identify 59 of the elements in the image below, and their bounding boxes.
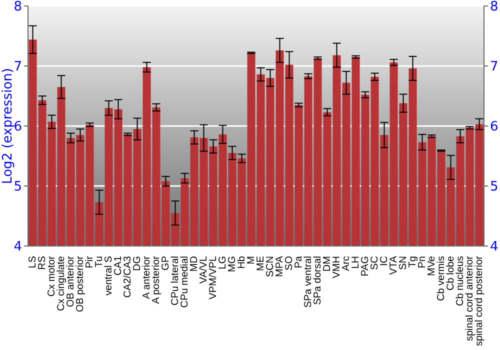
x-tick-label: GP bbox=[160, 256, 172, 270]
x-tick-label: Arc bbox=[340, 256, 352, 271]
x-tick-label: Cx motor bbox=[46, 255, 58, 297]
y2-tick-label: 4 bbox=[490, 240, 498, 255]
x-tick-label: MG bbox=[226, 256, 238, 272]
x-tick-label: CPu medial bbox=[179, 256, 190, 308]
x-tick-label: DM bbox=[322, 256, 333, 272]
x-tick-label: MPA bbox=[274, 256, 286, 277]
x-tick-label: Hb bbox=[236, 256, 248, 269]
x-tick-label: LS bbox=[27, 256, 38, 268]
x-tick-label: LH bbox=[350, 256, 362, 269]
x-tick-label: Tg bbox=[407, 256, 418, 268]
y-tick-label: 5 bbox=[14, 180, 22, 195]
y2-tick-label: 5 bbox=[490, 180, 498, 195]
x-tick-label: VTA bbox=[388, 256, 400, 275]
x-tick-label: ME bbox=[255, 256, 266, 271]
x-tick-label: IC bbox=[378, 256, 390, 266]
x-tick-label: SO bbox=[284, 256, 295, 270]
x-tick-label: SN bbox=[398, 256, 409, 270]
x-tick-label: CPu lateral bbox=[170, 256, 181, 306]
x-tick-label: LG bbox=[217, 256, 228, 270]
y2-tick-label: 7 bbox=[490, 60, 498, 75]
y2-tick-label: 8 bbox=[490, 0, 498, 15]
x-tick-label: Tu bbox=[94, 256, 105, 268]
x-tick-label: Pir bbox=[84, 255, 96, 268]
x-tick-label: A anterior bbox=[141, 255, 152, 299]
x-tick-label: PAG bbox=[360, 256, 371, 276]
x-tick-label: Cb nucleus bbox=[454, 256, 466, 306]
x-tick-label: SPa dorsal bbox=[312, 256, 324, 305]
y-tick-label: 6 bbox=[14, 120, 22, 135]
x-tick-label: CA2/CA3 bbox=[122, 256, 134, 298]
x-tick-label: spinal cord anterior bbox=[464, 255, 476, 342]
x-tick-label: SC bbox=[369, 256, 380, 270]
x-tick-label: CA1 bbox=[112, 256, 124, 276]
x-tick-label: Cx cingulate bbox=[56, 256, 67, 312]
x-tick-label: MVe bbox=[426, 256, 438, 276]
y2-tick-label: 6 bbox=[490, 120, 498, 135]
x-tick-label: Cb vermis bbox=[436, 256, 447, 302]
x-tick-label: VPM/VPL bbox=[208, 256, 219, 300]
x-tick-label: RS bbox=[36, 256, 48, 270]
x-tick-label: M bbox=[246, 256, 257, 264]
y-tick-label: 7 bbox=[14, 60, 22, 75]
x-tick-label: Pn bbox=[416, 256, 428, 268]
x-tick-label: VMH bbox=[331, 256, 342, 278]
x-tick-label: OB anterior bbox=[65, 255, 76, 308]
x-tick-label: VA/VL bbox=[198, 256, 210, 284]
x-tick-label: SPa ventral bbox=[302, 256, 314, 308]
y-tick-label: 8 bbox=[14, 0, 22, 15]
y-axis-title: Log2 (expression) bbox=[0, 68, 16, 184]
x-tick-label: ventral S bbox=[103, 256, 114, 296]
x-tick-label: OB posterior bbox=[74, 255, 86, 312]
x-tick-label: spinal cord posterior bbox=[474, 255, 485, 346]
x-tick-label: A posterior bbox=[150, 255, 162, 304]
x-tick-label: Pa bbox=[293, 256, 304, 268]
x-tick-label: MD bbox=[188, 256, 200, 272]
y-tick-label: 4 bbox=[14, 240, 22, 255]
x-tick-label: SCN bbox=[264, 256, 276, 278]
x-tick-label: DG bbox=[132, 256, 143, 271]
x-tick-label: Cb lobe bbox=[445, 256, 456, 290]
